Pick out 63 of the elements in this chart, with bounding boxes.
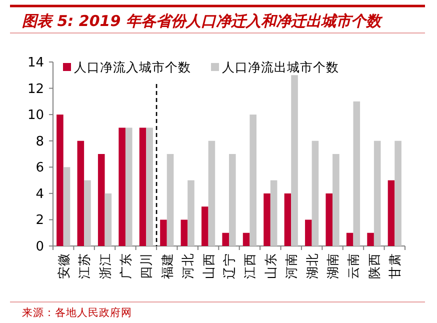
y-tick-label: 12 xyxy=(27,82,44,97)
bar xyxy=(374,140,381,246)
x-tick-label: 江西 xyxy=(242,253,258,279)
legend-label: 人口净流出城市个数 xyxy=(222,60,339,74)
x-tick-label: 江苏 xyxy=(76,253,92,279)
x-tick-label: 湖北 xyxy=(304,253,320,279)
bar xyxy=(146,128,153,246)
legend-label: 人口净流入城市个数 xyxy=(74,60,191,74)
y-tick-label: 10 xyxy=(27,108,44,124)
bar xyxy=(180,220,188,246)
bar xyxy=(125,128,132,246)
y-tick-label: 14 xyxy=(27,56,44,70)
bar xyxy=(201,206,208,246)
x-tick-label: 四川 xyxy=(138,253,154,279)
x-tick-label: 山西 xyxy=(200,253,216,279)
x-tick-label: 福建 xyxy=(159,253,174,279)
bar xyxy=(312,140,319,246)
bar xyxy=(388,180,395,246)
x-tick-label: 辽宁 xyxy=(222,253,236,279)
y-tick-label: 8 xyxy=(36,134,44,150)
bar xyxy=(84,180,91,246)
bar xyxy=(208,140,216,246)
bar xyxy=(160,220,167,246)
bar xyxy=(353,101,360,246)
bar xyxy=(264,193,270,246)
x-tick-label: 安徽 xyxy=(56,253,71,279)
x-tick-label: 云南 xyxy=(346,253,361,279)
bar xyxy=(242,232,250,246)
bar xyxy=(250,114,257,246)
bar xyxy=(326,193,333,246)
x-tick-label: 陕西 xyxy=(366,253,382,279)
x-tick-label: 浙江 xyxy=(97,253,112,279)
bar xyxy=(188,180,194,246)
bar xyxy=(104,193,112,246)
y-tick-label: 4 xyxy=(36,186,44,202)
bar xyxy=(118,128,126,246)
bar xyxy=(77,140,84,246)
bar xyxy=(367,232,374,246)
x-tick-label: 河南 xyxy=(284,253,299,279)
bar xyxy=(270,180,278,246)
bar xyxy=(166,154,174,246)
x-tick-label: 湖南 xyxy=(325,253,340,279)
source-note: 来源：各地人民政府网 xyxy=(22,306,132,319)
bar xyxy=(98,154,105,246)
bar xyxy=(56,114,64,246)
y-tick-label: 0 xyxy=(36,240,44,254)
bar xyxy=(394,140,402,246)
bar xyxy=(284,193,292,246)
chart-title: 图表 5: 2019 年各省份人口净迁入和净迁出城市个数 xyxy=(22,12,383,30)
x-tick-label: 山东 xyxy=(262,253,278,279)
bar xyxy=(346,232,354,246)
bar xyxy=(305,220,312,246)
x-tick-label: 广东 xyxy=(118,253,133,279)
bar xyxy=(229,154,236,246)
bar xyxy=(139,128,146,246)
bar xyxy=(222,232,229,246)
x-tick-label: 甘肃 xyxy=(387,253,402,279)
bar xyxy=(291,75,298,246)
bar xyxy=(332,154,340,246)
x-tick-label: 河北 xyxy=(180,253,196,279)
bar xyxy=(63,167,70,246)
y-tick-label: 6 xyxy=(36,160,44,176)
y-tick-label: 2 xyxy=(36,213,44,228)
